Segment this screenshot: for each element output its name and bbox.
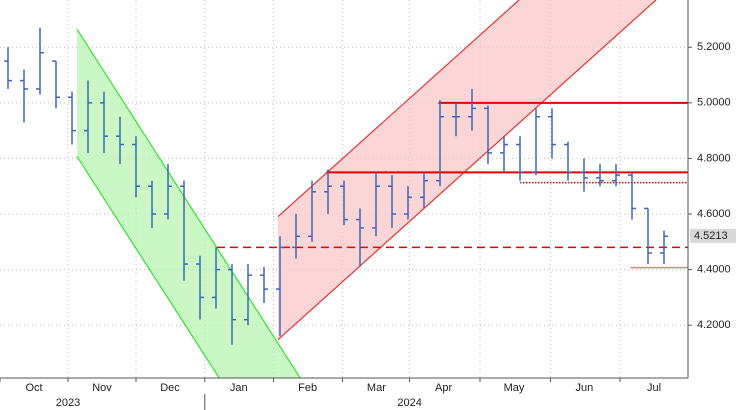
x-tick-label: Feb [298,382,317,394]
last-price-box [690,228,736,243]
year-label: 2023 [56,397,80,409]
x-tick-label: Oct [25,382,42,394]
y-tick-label: 4.8000 [697,152,731,164]
x-tick-label: Jun [576,382,594,394]
x-tick-label: Apr [435,382,452,394]
channel-line [76,28,301,378]
channel-line [76,156,220,378]
y-tick-label: 5.2000 [697,41,731,53]
y-tick-label: 4.4000 [697,264,731,276]
x-tick-label: Mar [367,382,386,394]
y-tick-label: 4.6000 [697,208,731,220]
x-tick-label: Jul [647,382,661,394]
x-tick-label: Jan [230,382,248,394]
channel-line [277,0,520,217]
x-tick-label: Dec [160,382,180,394]
y-tick-label: 4.2000 [697,319,731,331]
x-tick-label: May [504,382,525,394]
year-label: 2024 [397,397,421,409]
y-tick-label: 5.0000 [697,97,731,109]
x-tick-label: Nov [92,382,112,394]
last-price-label: 4.5213 [694,230,728,242]
channel-line [277,0,657,341]
